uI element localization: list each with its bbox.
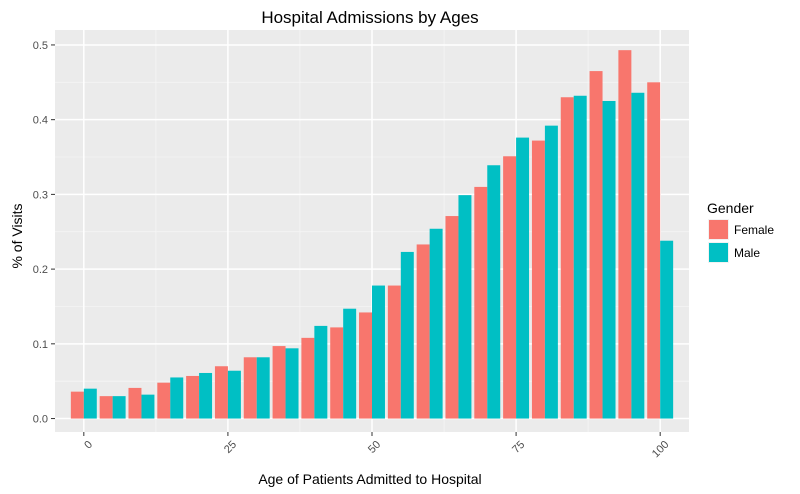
legend-label-male: Male bbox=[734, 246, 760, 260]
bar-male-40 bbox=[314, 325, 328, 419]
y-tick-label: 0.1 bbox=[33, 339, 48, 351]
bar-male-60 bbox=[429, 228, 443, 419]
bar-male-80 bbox=[544, 125, 558, 419]
bar-male-35 bbox=[285, 348, 299, 419]
bar-male-100 bbox=[660, 240, 674, 419]
x-tick-label: 25 bbox=[222, 439, 239, 456]
x-tick-label: 100 bbox=[650, 439, 671, 460]
series-female bbox=[70, 50, 661, 419]
chart-title: Hospital Admissions by Ages bbox=[261, 8, 478, 27]
bar-female-25 bbox=[214, 366, 228, 419]
y-tick-label: 0.3 bbox=[33, 189, 48, 201]
bar-male-10 bbox=[141, 394, 155, 419]
legend-item-male: Male bbox=[708, 242, 760, 263]
bar-male-0 bbox=[83, 388, 97, 419]
legend-title: Gender bbox=[707, 200, 754, 216]
bar-male-50 bbox=[372, 285, 385, 419]
bar-female-85 bbox=[560, 97, 574, 419]
bar-male-25 bbox=[227, 370, 241, 419]
bar-female-90 bbox=[589, 71, 603, 419]
bar-female-80 bbox=[531, 140, 545, 419]
bar-male-65 bbox=[458, 195, 472, 419]
bar-male-85 bbox=[573, 95, 587, 419]
bar-female-55 bbox=[387, 285, 401, 419]
bar-male-15 bbox=[170, 377, 184, 419]
plot-area bbox=[55, 30, 689, 432]
bar-female-5 bbox=[99, 396, 113, 419]
bar-female-20 bbox=[186, 375, 200, 419]
bar-female-70 bbox=[474, 186, 488, 419]
legend-item-female: Female bbox=[708, 219, 774, 240]
bar-male-55 bbox=[400, 251, 414, 419]
bar-female-75 bbox=[503, 156, 517, 419]
legend: Gender Female Male bbox=[707, 200, 774, 263]
bar-male-20 bbox=[199, 372, 213, 419]
x-tick-label: 50 bbox=[366, 439, 383, 456]
bar-female-10 bbox=[128, 387, 142, 419]
x-tick-label: 0 bbox=[82, 439, 95, 452]
y-axis-label: % of Visits bbox=[9, 203, 25, 268]
bar-female-60 bbox=[416, 244, 430, 419]
bar-female-100 bbox=[647, 82, 661, 419]
y-tick-label: 0.5 bbox=[33, 40, 48, 52]
x-tick-label: 75 bbox=[510, 439, 527, 456]
bar-female-35 bbox=[272, 346, 286, 419]
bar-female-40 bbox=[301, 337, 315, 419]
x-axis-label: Age of Patients Admitted to Hospital bbox=[258, 471, 481, 487]
bars bbox=[70, 50, 674, 419]
bar-male-75 bbox=[516, 137, 530, 419]
bar-male-5 bbox=[112, 396, 126, 419]
bar-male-70 bbox=[487, 165, 501, 419]
bar-male-95 bbox=[631, 92, 645, 419]
y-tick-label: 0.2 bbox=[33, 264, 48, 276]
bar-female-30 bbox=[243, 357, 257, 419]
bar-female-95 bbox=[618, 50, 632, 419]
y-tick-label: 0.0 bbox=[33, 414, 48, 426]
bar-female-65 bbox=[445, 216, 459, 419]
legend-swatch-female bbox=[709, 220, 728, 239]
bar-female-0 bbox=[70, 391, 84, 419]
bar-female-50 bbox=[359, 312, 372, 419]
bar-male-45 bbox=[343, 308, 357, 419]
bar-female-15 bbox=[157, 382, 171, 419]
bar-female-45 bbox=[330, 327, 344, 419]
y-axis: 0.0 0.1 0.2 0.3 0.4 0.5 bbox=[33, 40, 55, 426]
series-male bbox=[83, 92, 674, 419]
legend-swatch-male bbox=[709, 243, 728, 262]
legend-label-female: Female bbox=[734, 223, 774, 237]
bar-male-30 bbox=[256, 357, 270, 419]
bar-male-90 bbox=[602, 100, 616, 419]
y-tick-label: 0.4 bbox=[33, 115, 48, 127]
x-axis: 0 25 50 75 100 bbox=[82, 432, 671, 460]
